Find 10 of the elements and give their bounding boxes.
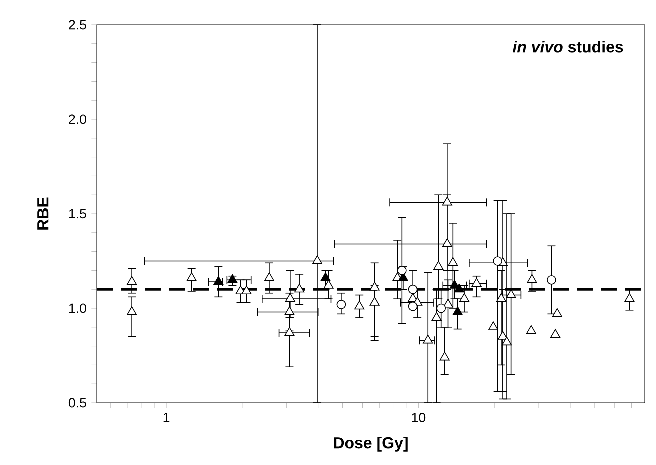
y-tick-label: 2.0 [69,114,86,124]
y-tick-label: 0.5 [68,398,86,408]
y-tick-label: 1.0 [69,304,86,314]
x-tick-label: 10 [412,413,426,422]
x-tick-label: 1 [164,413,170,422]
y-tick-label: 1.5 [69,209,86,219]
y-tick-label: 2.5 [69,20,86,30]
y-axis-title: RBE [38,198,49,230]
annotation: in vivo studies [512,41,624,53]
x-axis-title: Dose [Gy] [334,436,408,452]
